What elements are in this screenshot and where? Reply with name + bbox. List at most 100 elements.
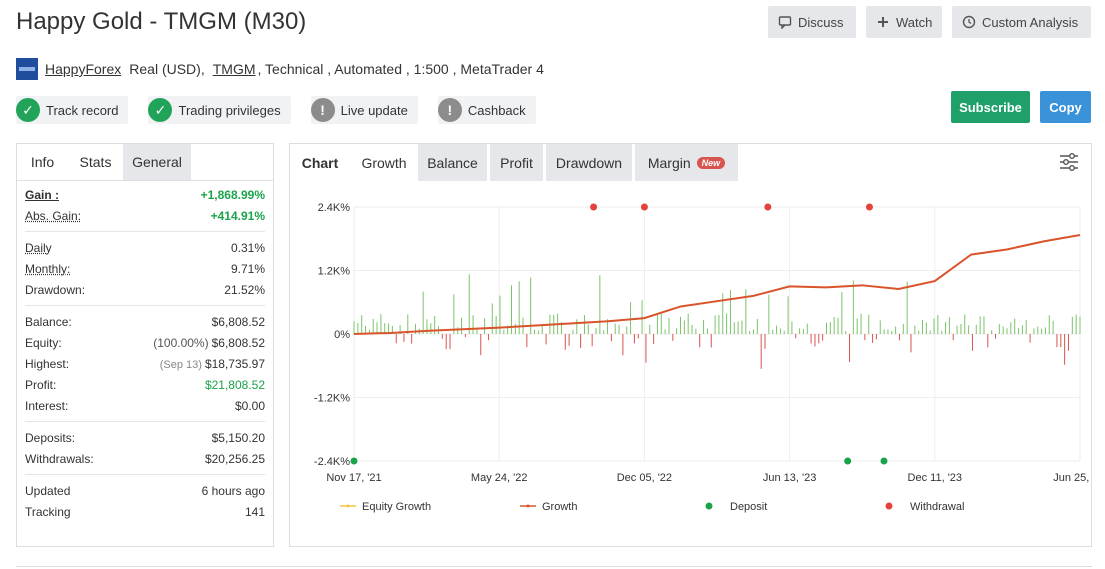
- stat-withdrawals: Withdrawals: $20,256.25: [25, 448, 265, 469]
- stat-value: +1,868.99%: [200, 187, 265, 202]
- legend-label: Growth: [542, 501, 577, 513]
- stat-abs-gain: Abs. Gain: +414.91%: [25, 205, 265, 226]
- badge-live-update[interactable]: ! Live update: [310, 96, 418, 124]
- stat-drawdown: Drawdown: 21.52%: [25, 279, 265, 300]
- check-icon: ✓: [16, 98, 40, 122]
- happyforex-logo: [16, 58, 38, 80]
- tab-balance[interactable]: Balance: [418, 144, 487, 181]
- stat-value: 6 hours ago: [201, 483, 265, 498]
- deposit-marker: [880, 457, 888, 465]
- stat-label[interactable]: Gain :: [25, 187, 60, 202]
- badge-label: Track record: [46, 102, 119, 118]
- stat-value: $6,808.52: [211, 335, 265, 350]
- stat-highest: Highest: (Sep 13) $18,735.97: [25, 353, 265, 374]
- x-tick-label: Jun 13, '23: [763, 472, 816, 484]
- deposit-marker: [844, 457, 852, 465]
- stats-panel: Info Stats General Gain : +1,868.99% Abs…: [16, 143, 274, 547]
- badge-label: Live update: [340, 102, 408, 118]
- tab-stats[interactable]: Stats: [79, 154, 112, 170]
- stat-label: Interest:: [25, 398, 69, 413]
- settings-sliders-icon[interactable]: [1059, 152, 1079, 172]
- stat-label: Equity:: [25, 335, 62, 350]
- subscribe-button[interactable]: Subscribe: [951, 91, 1030, 123]
- account-details: , Technical , Automated , 1:500 , MetaTr…: [257, 61, 544, 77]
- legend-swatch-dot: [346, 504, 350, 508]
- check-icon: ✓: [148, 98, 173, 122]
- tab-info[interactable]: Info: [30, 154, 55, 170]
- stat-value: $18,735.97: [204, 356, 265, 371]
- clock-icon: [962, 15, 976, 29]
- stat-value: 0.31%: [230, 240, 265, 255]
- tab-chart[interactable]: Chart: [301, 154, 339, 171]
- stat-label[interactable]: Daily: [25, 240, 52, 255]
- account-meta: HappyForex Real (USD), TMGM , Technical …: [16, 58, 544, 80]
- author-link[interactable]: HappyForex: [45, 61, 122, 77]
- x-tick-label: May 24, '22: [471, 472, 528, 484]
- legend-swatch-dot: [526, 504, 530, 508]
- stat-label: Balance:: [25, 314, 72, 329]
- discuss-label: Discuss: [798, 14, 844, 30]
- y-tick-label: -1.2K%: [314, 393, 350, 405]
- deposit-marker: [350, 457, 358, 465]
- stat-label[interactable]: Monthly:: [25, 261, 71, 276]
- copy-button[interactable]: Copy: [1040, 91, 1091, 123]
- badge-cashback[interactable]: ! Cashback: [437, 96, 536, 124]
- stat-value: +414.91%: [210, 208, 265, 223]
- stats-tabs: Info Stats General: [17, 144, 273, 181]
- badge-label: Cashback: [467, 102, 526, 118]
- stat-deposits: Deposits: $5,150.20: [25, 427, 265, 448]
- badge-track-record[interactable]: ✓ Track record: [16, 96, 129, 124]
- legend-label: Equity Growth: [362, 501, 431, 513]
- stat-value: 141: [244, 504, 265, 519]
- legend-label: Deposit: [730, 501, 767, 513]
- discuss-button[interactable]: Discuss: [768, 6, 856, 38]
- exclamation-icon: !: [437, 98, 462, 122]
- tab-margin[interactable]: Margin New: [635, 144, 738, 181]
- badge-trading-privileges[interactable]: ✓ Trading privileges: [148, 96, 291, 124]
- stat-daily: Daily 0.31%: [25, 237, 265, 258]
- withdrawal-marker: [865, 203, 873, 211]
- custom-analysis-label: Custom Analysis: [982, 14, 1079, 30]
- page-title: Happy Gold - TMGM (M30): [16, 8, 307, 35]
- plus-icon: [876, 15, 890, 29]
- badge-label: Trading privileges: [178, 102, 281, 118]
- stat-label: Highest:: [25, 356, 70, 371]
- stat-pre: (Sep 13): [159, 358, 202, 371]
- stat-gain: Gain : +1,868.99%: [25, 184, 265, 205]
- stat-updated: Updated 6 hours ago: [25, 480, 265, 501]
- comment-icon: [778, 15, 792, 29]
- withdrawal-marker: [764, 203, 772, 211]
- stat-label: Profit:: [25, 377, 57, 392]
- watch-button[interactable]: Watch: [866, 6, 942, 38]
- x-tick-label: Dec 05, '22: [617, 472, 672, 484]
- x-tick-label: Nov 17, '21: [326, 472, 381, 484]
- chart-panel: Chart Growth Balance Profit Drawdown Mar…: [289, 143, 1092, 547]
- custom-analysis-button[interactable]: Custom Analysis: [952, 6, 1091, 38]
- x-tick-label: Jun 25, '24: [1053, 472, 1091, 484]
- stat-profit: Profit: $21,808.52: [25, 374, 265, 395]
- tab-growth[interactable]: Growth: [361, 154, 407, 171]
- chart-tabs: Chart Growth Balance Profit Drawdown Mar…: [290, 144, 1091, 181]
- growth-chart[interactable]: 2.4K% 1.2K% 0% -1.2K% -2.4K% Nov 17, '21 May …: [290, 181, 1091, 547]
- stat-label: Tracking: [25, 504, 71, 519]
- tab-general[interactable]: General: [123, 144, 191, 180]
- stat-label: Deposits:: [25, 430, 76, 445]
- stat-equity: Equity: (100.00%) $6,808.52: [25, 332, 265, 353]
- tab-drawdown[interactable]: Drawdown: [546, 144, 632, 181]
- withdrawal-marker: [640, 203, 648, 211]
- stat-balance: Balance: $6,808.52: [25, 311, 265, 332]
- stat-label[interactable]: Abs. Gain:: [25, 208, 82, 223]
- broker-link[interactable]: TMGM: [212, 61, 256, 77]
- stat-value: $20,256.25: [204, 451, 265, 466]
- stat-value: $21,808.52: [204, 377, 265, 392]
- tab-profit[interactable]: Profit: [490, 144, 543, 181]
- stat-label: Withdrawals:: [25, 451, 94, 466]
- verification-badges: ✓ Track record ✓ Trading privileges ! Li…: [16, 96, 536, 124]
- stat-pre: (100.00%): [153, 335, 209, 350]
- watch-label: Watch: [896, 14, 933, 30]
- legend-swatch: [885, 502, 893, 510]
- exclamation-icon: !: [310, 98, 335, 122]
- withdrawal-marker: [590, 203, 598, 211]
- stat-interest: Interest: $0.00: [25, 395, 265, 416]
- stat-value: $5,150.20: [211, 430, 265, 445]
